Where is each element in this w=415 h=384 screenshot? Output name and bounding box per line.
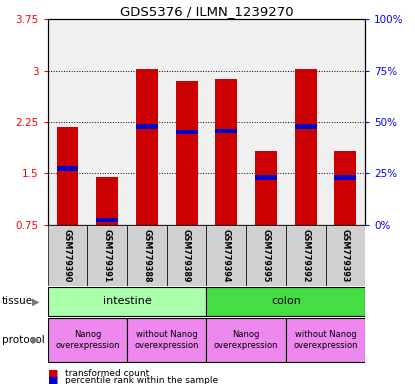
Text: ■: ■	[48, 375, 58, 384]
Text: GSM779388: GSM779388	[142, 228, 151, 282]
Text: ▶: ▶	[32, 335, 40, 345]
Bar	[207, 287, 365, 316]
Bar	[286, 225, 325, 286]
Text: without Nanog
overexpression: without Nanog overexpression	[293, 330, 358, 349]
Bar	[255, 151, 277, 225]
Bar	[215, 79, 237, 225]
Bar	[57, 166, 78, 171]
Bar	[88, 225, 127, 286]
Text: intestine: intestine	[103, 296, 151, 306]
Text: ▶: ▶	[32, 296, 40, 306]
Text: tissue: tissue	[2, 296, 33, 306]
Text: GSM779395: GSM779395	[261, 229, 271, 282]
Bar	[48, 318, 127, 362]
Bar	[136, 69, 158, 225]
Text: GSM779390: GSM779390	[63, 229, 72, 282]
Text: protocol: protocol	[2, 335, 45, 345]
Text: colon: colon	[271, 296, 301, 306]
Bar	[246, 225, 286, 286]
Text: percentile rank within the sample: percentile rank within the sample	[65, 376, 218, 384]
Text: GSM779394: GSM779394	[222, 229, 231, 282]
Bar	[325, 225, 365, 286]
Bar	[127, 318, 207, 362]
Text: Nanog
overexpression: Nanog overexpression	[214, 330, 278, 349]
Bar	[334, 175, 356, 180]
Title: GDS5376 / ILMN_1239270: GDS5376 / ILMN_1239270	[120, 5, 293, 18]
Bar	[96, 218, 118, 222]
Text: ■: ■	[48, 368, 58, 378]
Text: GSM779391: GSM779391	[103, 229, 112, 282]
Bar	[295, 68, 317, 225]
Bar	[167, 225, 207, 286]
Text: Nanog
overexpression: Nanog overexpression	[55, 330, 120, 349]
Bar	[286, 318, 365, 362]
Bar	[207, 318, 286, 362]
Bar	[207, 225, 246, 286]
Bar	[57, 127, 78, 225]
Bar	[255, 175, 277, 180]
Bar	[334, 151, 356, 225]
Bar	[176, 130, 198, 134]
Text: GSM779393: GSM779393	[341, 229, 350, 282]
Bar	[295, 124, 317, 129]
Bar	[48, 287, 207, 316]
Bar	[215, 129, 237, 133]
Bar	[48, 225, 88, 286]
Text: transformed count: transformed count	[65, 369, 149, 378]
Bar	[127, 225, 167, 286]
Bar	[136, 124, 158, 129]
Text: GSM779392: GSM779392	[301, 228, 310, 282]
Text: without Nanog
overexpression: without Nanog overexpression	[134, 330, 199, 349]
Text: GSM779389: GSM779389	[182, 228, 191, 282]
Bar	[96, 177, 118, 225]
Bar	[176, 81, 198, 225]
